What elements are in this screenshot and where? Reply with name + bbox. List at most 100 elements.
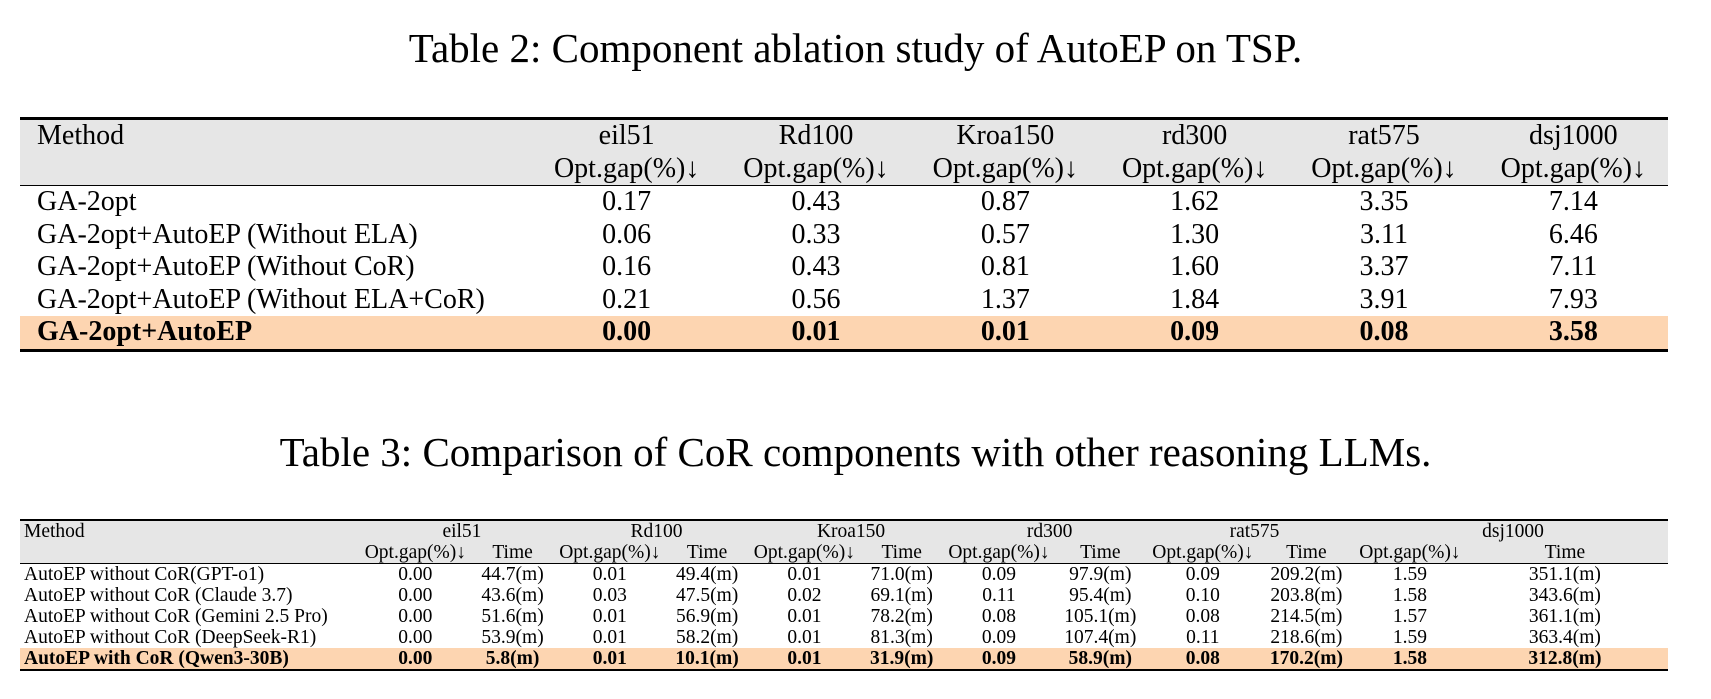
time-header: Time [1254,542,1359,564]
metric-header: Opt.gap(%)↓ [532,152,722,186]
value-cell: 214.5(m) [1270,606,1343,627]
value-cell: 0.08 [981,606,1017,627]
value-cell: 0.01 [721,316,911,350]
value-cell: 0.01 [787,627,822,648]
value-cell: 49.4(m) [675,564,739,585]
table-2-header-row: Method eil51 Rd100 Kroa150 rd300 rat575 … [20,118,1668,153]
table-row: AutoEP without CoR (Gemini 2.5 Pro) 0.00 5… [20,606,1668,627]
value-cell: 6.46 [1548,218,1598,250]
value-cell: 0.09 [1185,564,1220,585]
value-cell: 0.01 [910,316,1100,350]
value-cell: 0.56 [791,283,841,315]
value-cell: 0.09 [948,648,1050,670]
dataset-header: rat575 [1150,520,1359,542]
value-cell: 3.35 [1359,186,1409,218]
value-cell: 0.01 [592,564,627,585]
value-cell: 97.9(m) [1069,564,1132,585]
empty-cell [20,542,365,564]
value-cell: 0.01 [787,564,822,585]
table-3-reasoning-llms: Method eil51 Rd100 Kroa150 rd300 rat575 … [20,519,1668,671]
metric-header: Opt.gap(%)↓ [559,542,661,564]
metric-header: Opt.gap(%)↓ [1150,542,1255,564]
table-row: AutoEP without CoR (Claude 3.7) 0.00 43.6(… [20,585,1668,606]
value-cell: 1.84 [1170,283,1220,315]
value-cell: 7.14 [1548,186,1598,218]
value-cell: 0.11 [1186,627,1220,648]
value-cell: 1.59 [1392,564,1427,585]
table-3-metric-row: Opt.gap(%)↓ Time Opt.gap(%)↓ Time Opt.ga… [20,542,1668,564]
dataset-header: Rd100 [559,520,754,542]
table-row: GA-2opt+AutoEP (Without CoR) 0.16 0.43 0.81… [20,251,1668,284]
dataset-header: dsj1000 [1478,118,1668,153]
value-cell: 0.87 [980,186,1030,218]
metric-header: Opt.gap(%)↓ [1289,152,1479,186]
value-cell: 78.2(m) [870,606,933,627]
table-row: AutoEP with CoR (Qwen3-30B) 0.00 5.8(m) 0.0… [20,648,1668,670]
value-cell: 43.6(m) [481,585,544,606]
time-header: Time [465,542,560,564]
value-cell: 105.1(m) [1064,606,1137,627]
dataset-header: rd300 [948,520,1151,542]
value-cell: 0.16 [602,251,652,283]
metric-header: Opt.gap(%)↓ [753,542,856,564]
value-cell: 56.9(m) [675,606,739,627]
table-3-header-row: Method eil51 Rd100 Kroa150 rd300 rat575 … [20,520,1668,542]
value-cell: 81.3(m) [870,627,933,648]
dataset-header: Kroa150 [753,520,949,542]
method-cell: AutoEP with CoR (Qwen3-30B) [20,648,365,670]
dataset-header: rd300 [1099,118,1290,153]
method-cell: GA-2opt+AutoEP (Without CoR) [37,251,415,283]
time-header: Time [1049,542,1151,564]
value-cell: 1.57 [1392,606,1427,627]
value-cell: 3.11 [1359,218,1408,250]
dataset-header: rat575 [1289,118,1479,153]
metric-header: Opt.gap(%)↓ [1099,152,1290,186]
method-cell: GA-2opt [37,186,137,218]
table-row: AutoEP without CoR (DeepSeek-R1) 0.00 53.9… [20,627,1668,648]
method-cell: GA-2opt+AutoEP [20,316,532,350]
value-cell: 5.8(m) [465,648,560,670]
value-cell: 209.2(m) [1270,564,1343,585]
table-2-ablation: Method eil51 Rd100 Kroa150 rd300 rat575 … [20,117,1668,352]
time-header: Time [660,542,754,564]
value-cell: 3.37 [1359,251,1409,283]
dataset-header: eil51 [532,118,722,153]
value-cell: 0.09 [981,627,1017,648]
value-cell: 1.37 [980,283,1030,315]
metric-header: Opt.gap(%)↓ [948,542,1050,564]
method-header: Method [20,520,365,542]
value-cell: 170.2(m) [1254,648,1359,670]
value-cell: 1.30 [1170,218,1220,250]
value-cell: 0.10 [1185,585,1220,606]
value-cell: 363.4(m) [1528,627,1601,648]
dataset-header: Kroa150 [910,118,1100,153]
value-cell: 1.62 [1170,186,1220,218]
value-cell: 31.9(m) [855,648,949,670]
metric-header: Opt.gap(%)↓ [721,152,911,186]
metric-header: Opt.gap(%)↓ [1358,542,1462,564]
value-cell: 44.7(m) [481,564,544,585]
value-cell: 95.4(m) [1069,585,1132,606]
table-row: GA-2opt 0.17 0.43 0.87 1.62 3.35 7.14 [20,186,1668,219]
value-cell: 58.9(m) [1049,648,1151,670]
value-cell: 0.08 [1150,648,1255,670]
value-cell: 351.1(m) [1528,564,1601,585]
value-cell: 343.6(m) [1528,585,1601,606]
value-cell: 7.93 [1548,283,1598,315]
value-cell: 0.06 [602,218,652,250]
metric-header: Opt.gap(%)↓ [910,152,1100,186]
method-cell: GA-2opt+AutoEP (Without ELA+CoR) [37,283,485,315]
value-cell: 0.01 [592,627,627,648]
table-row: AutoEP without CoR(GPT-o1) 0.00 44.7(m) 0.0… [20,564,1668,586]
value-cell: 0.11 [982,585,1016,606]
method-cell: AutoEP without CoR (Claude 3.7) [24,585,293,606]
value-cell: 0.00 [532,316,722,350]
table-row: GA-2opt+AutoEP (Without ELA) 0.06 0.33 0.57… [20,219,1668,252]
value-cell: 71.0(m) [870,564,933,585]
value-cell: 0.43 [791,251,841,283]
value-cell: 0.03 [592,585,627,606]
value-cell: 10.1(m) [660,648,754,670]
value-cell: 1.60 [1170,251,1220,283]
method-cell: AutoEP without CoR (Gemini 2.5 Pro) [24,606,328,627]
value-cell: 0.17 [602,186,652,218]
